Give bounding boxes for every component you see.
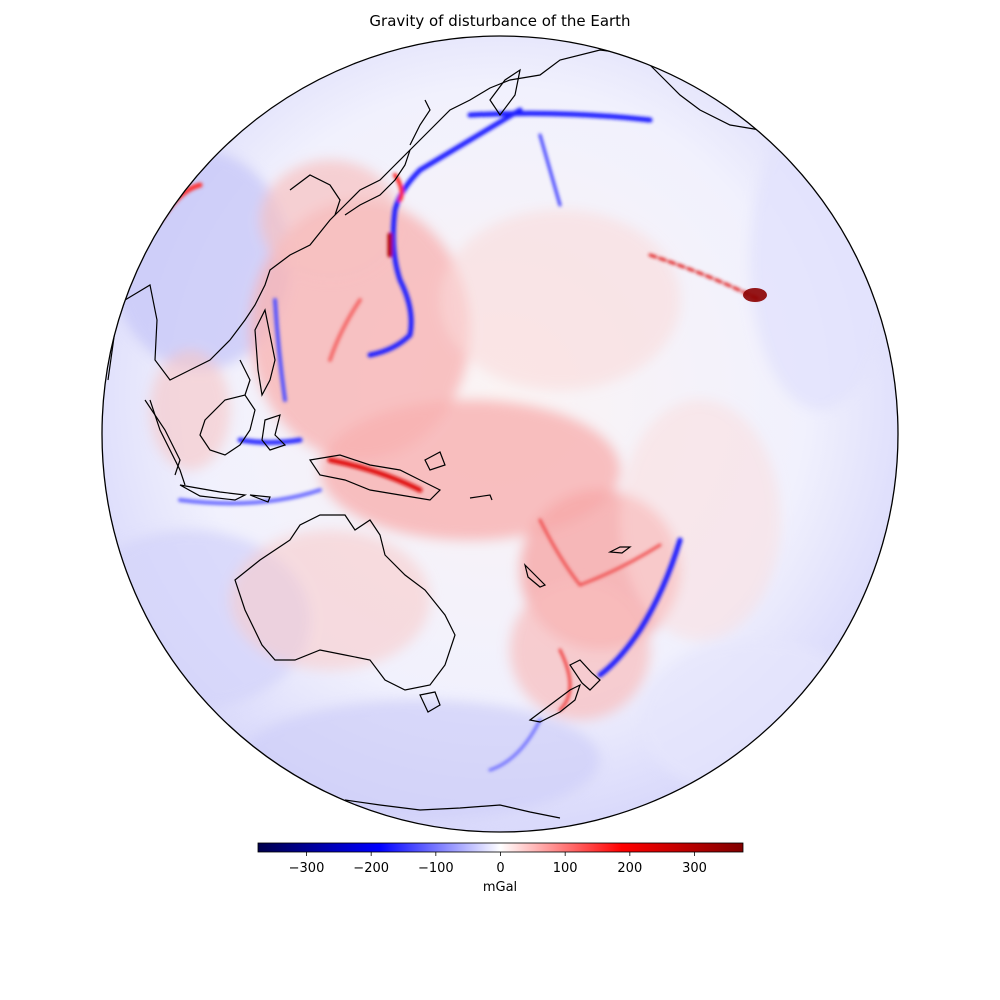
colorbar-tick-label: 0 bbox=[496, 861, 504, 876]
map-title: Gravity of disturbance of the Earth bbox=[369, 12, 631, 30]
colorbar-tick-label: 300 bbox=[682, 861, 707, 876]
globe-outline bbox=[101, 35, 899, 833]
colorbar-label: mGal bbox=[482, 880, 518, 895]
colorbar-tick-label: −300 bbox=[289, 861, 325, 876]
colorbar-gradient bbox=[257, 842, 744, 853]
gravity-field bbox=[102, 36, 898, 832]
colorbar-ticks: −300 −200 −100 0 100 200 300 bbox=[289, 852, 707, 876]
colorbar-tick-label: 100 bbox=[553, 861, 578, 876]
colorbar-tick-label: −100 bbox=[418, 861, 454, 876]
coastlines bbox=[107, 49, 801, 819]
colorbar: −300 −200 −100 0 100 200 300 bbox=[257, 842, 744, 876]
colorbar-tick-label: −200 bbox=[353, 861, 389, 876]
colorbar-tick-label: 200 bbox=[617, 861, 642, 876]
